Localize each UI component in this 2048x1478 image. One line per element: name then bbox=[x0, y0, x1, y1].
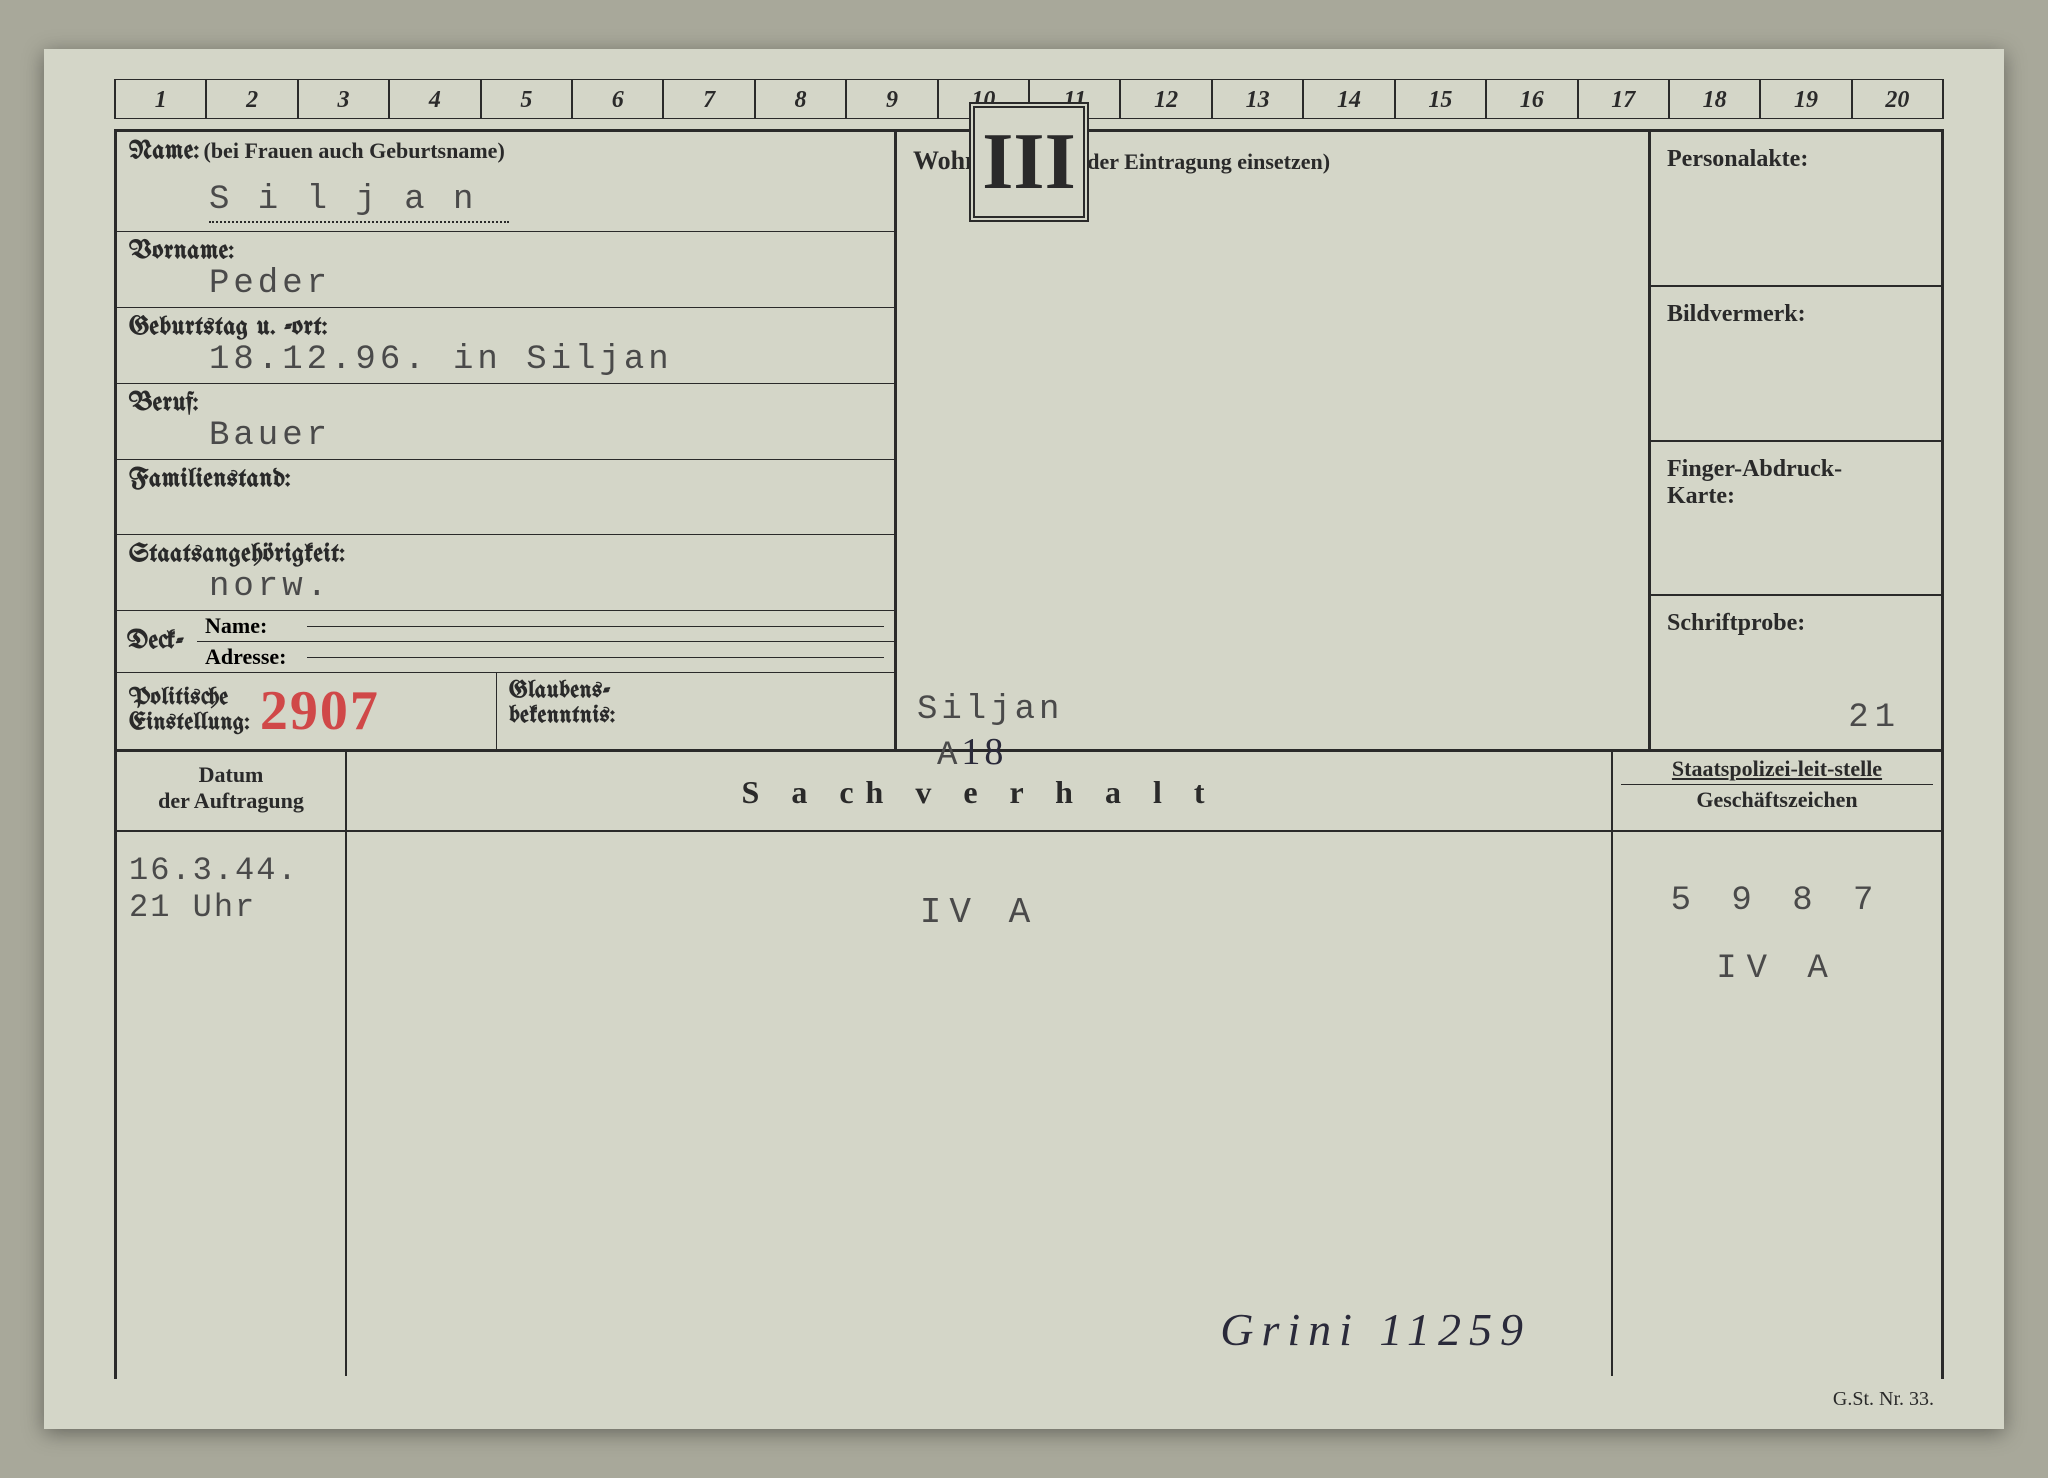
deck-name-label: Name: bbox=[197, 611, 894, 642]
polit-label: Politische bbox=[129, 686, 250, 711]
glaubens-label2: bekenntnis: bbox=[509, 704, 882, 729]
beruf-value: Bauer bbox=[129, 417, 882, 455]
sachverhalt-cell: IV A Grini 11259 bbox=[347, 832, 1611, 1376]
schriftprobe-value: 21 bbox=[1848, 699, 1901, 737]
bottom-section: Datum der Auftragung S a ch v e r h a l … bbox=[117, 752, 1941, 1376]
familienstand-label: Familienstand: bbox=[129, 466, 882, 493]
reference-cell: 5 9 8 7 IV A bbox=[1611, 832, 1941, 1376]
ruler-tick: 3 bbox=[299, 80, 390, 118]
ruler-tick: 15 bbox=[1396, 80, 1487, 118]
ruler-tick: 6 bbox=[573, 80, 664, 118]
ruler-tick: 18 bbox=[1670, 80, 1761, 118]
fingerabdruck-box: Finger-Abdruck- Karte: bbox=[1651, 442, 1941, 597]
ruler-tick: 12 bbox=[1121, 80, 1212, 118]
wohnung-code: A18 bbox=[937, 730, 1007, 775]
beruf-field: Beruf: Bauer bbox=[117, 384, 894, 460]
roman-numeral-box: III bbox=[969, 102, 1089, 222]
name-value: S i l j a n bbox=[129, 181, 882, 223]
glaubens-label: Glaubens- bbox=[509, 679, 882, 704]
ruler-tick: 1 bbox=[114, 80, 207, 118]
beruf-label: Beruf: bbox=[129, 390, 882, 417]
personalakte-box: Personalakte: bbox=[1651, 132, 1941, 287]
top-section: Name: (bei Frauen auch Geburtsname) S i … bbox=[117, 132, 1941, 752]
ruler-tick: 19 bbox=[1761, 80, 1852, 118]
vorname-value: Peder bbox=[129, 265, 882, 303]
name-label: Name: bbox=[129, 138, 200, 165]
staatsangehoerigkeit-field: Staatsangehörigkeit: norw. bbox=[117, 535, 894, 611]
datum-cell: 16.3.44. 21 Uhr bbox=[117, 832, 347, 1376]
bottom-header: Datum der Auftragung S a ch v e r h a l … bbox=[117, 752, 1941, 832]
geburtstag-label: Geburtstag u. -ort: bbox=[129, 314, 882, 341]
main-frame: III Name: (bei Frauen auch Geburtsname) … bbox=[114, 129, 1944, 1379]
deck-adresse-label: Adresse: bbox=[197, 642, 894, 672]
ruler-tick: 9 bbox=[847, 80, 938, 118]
ruler-tick: 4 bbox=[390, 80, 481, 118]
index-card: 1 2 3 4 5 6 7 8 9 10 11 12 13 14 15 16 1… bbox=[44, 49, 2004, 1429]
vorname-field: Vorname: Peder bbox=[117, 232, 894, 308]
vorname-label: Vorname: bbox=[129, 238, 882, 265]
politische-row: Politische Einstellung: 2907 Glaubens- b… bbox=[117, 673, 894, 749]
ruler-tick: 14 bbox=[1304, 80, 1395, 118]
deck-field: Deck- Name: Adresse: bbox=[117, 611, 894, 673]
handwritten-note: Grini 11259 bbox=[1220, 1303, 1531, 1356]
ruler-tick: 13 bbox=[1213, 80, 1304, 118]
name-note: (bei Frauen auch Geburtsname) bbox=[204, 138, 505, 163]
datum-header: Datum der Auftragung bbox=[117, 752, 347, 830]
schriftprobe-box: Schriftprobe: 21 bbox=[1651, 596, 1941, 749]
familienstand-field: Familienstand: bbox=[117, 460, 894, 535]
name-field: Name: (bei Frauen auch Geburtsname) S i … bbox=[117, 132, 894, 232]
staat-value: norw. bbox=[129, 568, 882, 606]
ruler-tick: 20 bbox=[1853, 80, 1944, 118]
polit-label2: Einstellung: bbox=[129, 711, 250, 736]
ruler-tick: 5 bbox=[482, 80, 573, 118]
right-column: Personalakte: Bildvermerk: Finger-Abdruc… bbox=[1651, 132, 1941, 749]
polit-value-red: 2907 bbox=[260, 679, 380, 743]
wohnung-column: Wohnung: (Zeit der Eintragung einsetzen)… bbox=[897, 132, 1651, 749]
form-number: G.St. Nr. 33. bbox=[1833, 1388, 1934, 1411]
ruler-tick: 8 bbox=[756, 80, 847, 118]
deck-label: Deck- bbox=[117, 611, 197, 672]
left-column: Name: (bei Frauen auch Geburtsname) S i … bbox=[117, 132, 897, 749]
ruler-tick: 2 bbox=[207, 80, 298, 118]
bildvermerk-box: Bildvermerk: bbox=[1651, 287, 1941, 442]
ruler-tick: 17 bbox=[1579, 80, 1670, 118]
staat-label: Staatsangehörigkeit: bbox=[129, 541, 882, 568]
ruler-tick: 7 bbox=[664, 80, 755, 118]
geburtstag-value: 18.12.96. in Siljan bbox=[129, 341, 882, 379]
geschaeftszeichen-header: Staatspolizei-leit-stelle Geschäftszeich… bbox=[1611, 752, 1941, 830]
wohnung-value: Siljan bbox=[917, 691, 1063, 729]
ruler-tick: 16 bbox=[1487, 80, 1578, 118]
geburtstag-field: Geburtstag u. -ort: 18.12.96. in Siljan bbox=[117, 308, 894, 384]
bottom-body: 16.3.44. 21 Uhr IV A Grini 11259 5 9 8 7… bbox=[117, 832, 1941, 1376]
